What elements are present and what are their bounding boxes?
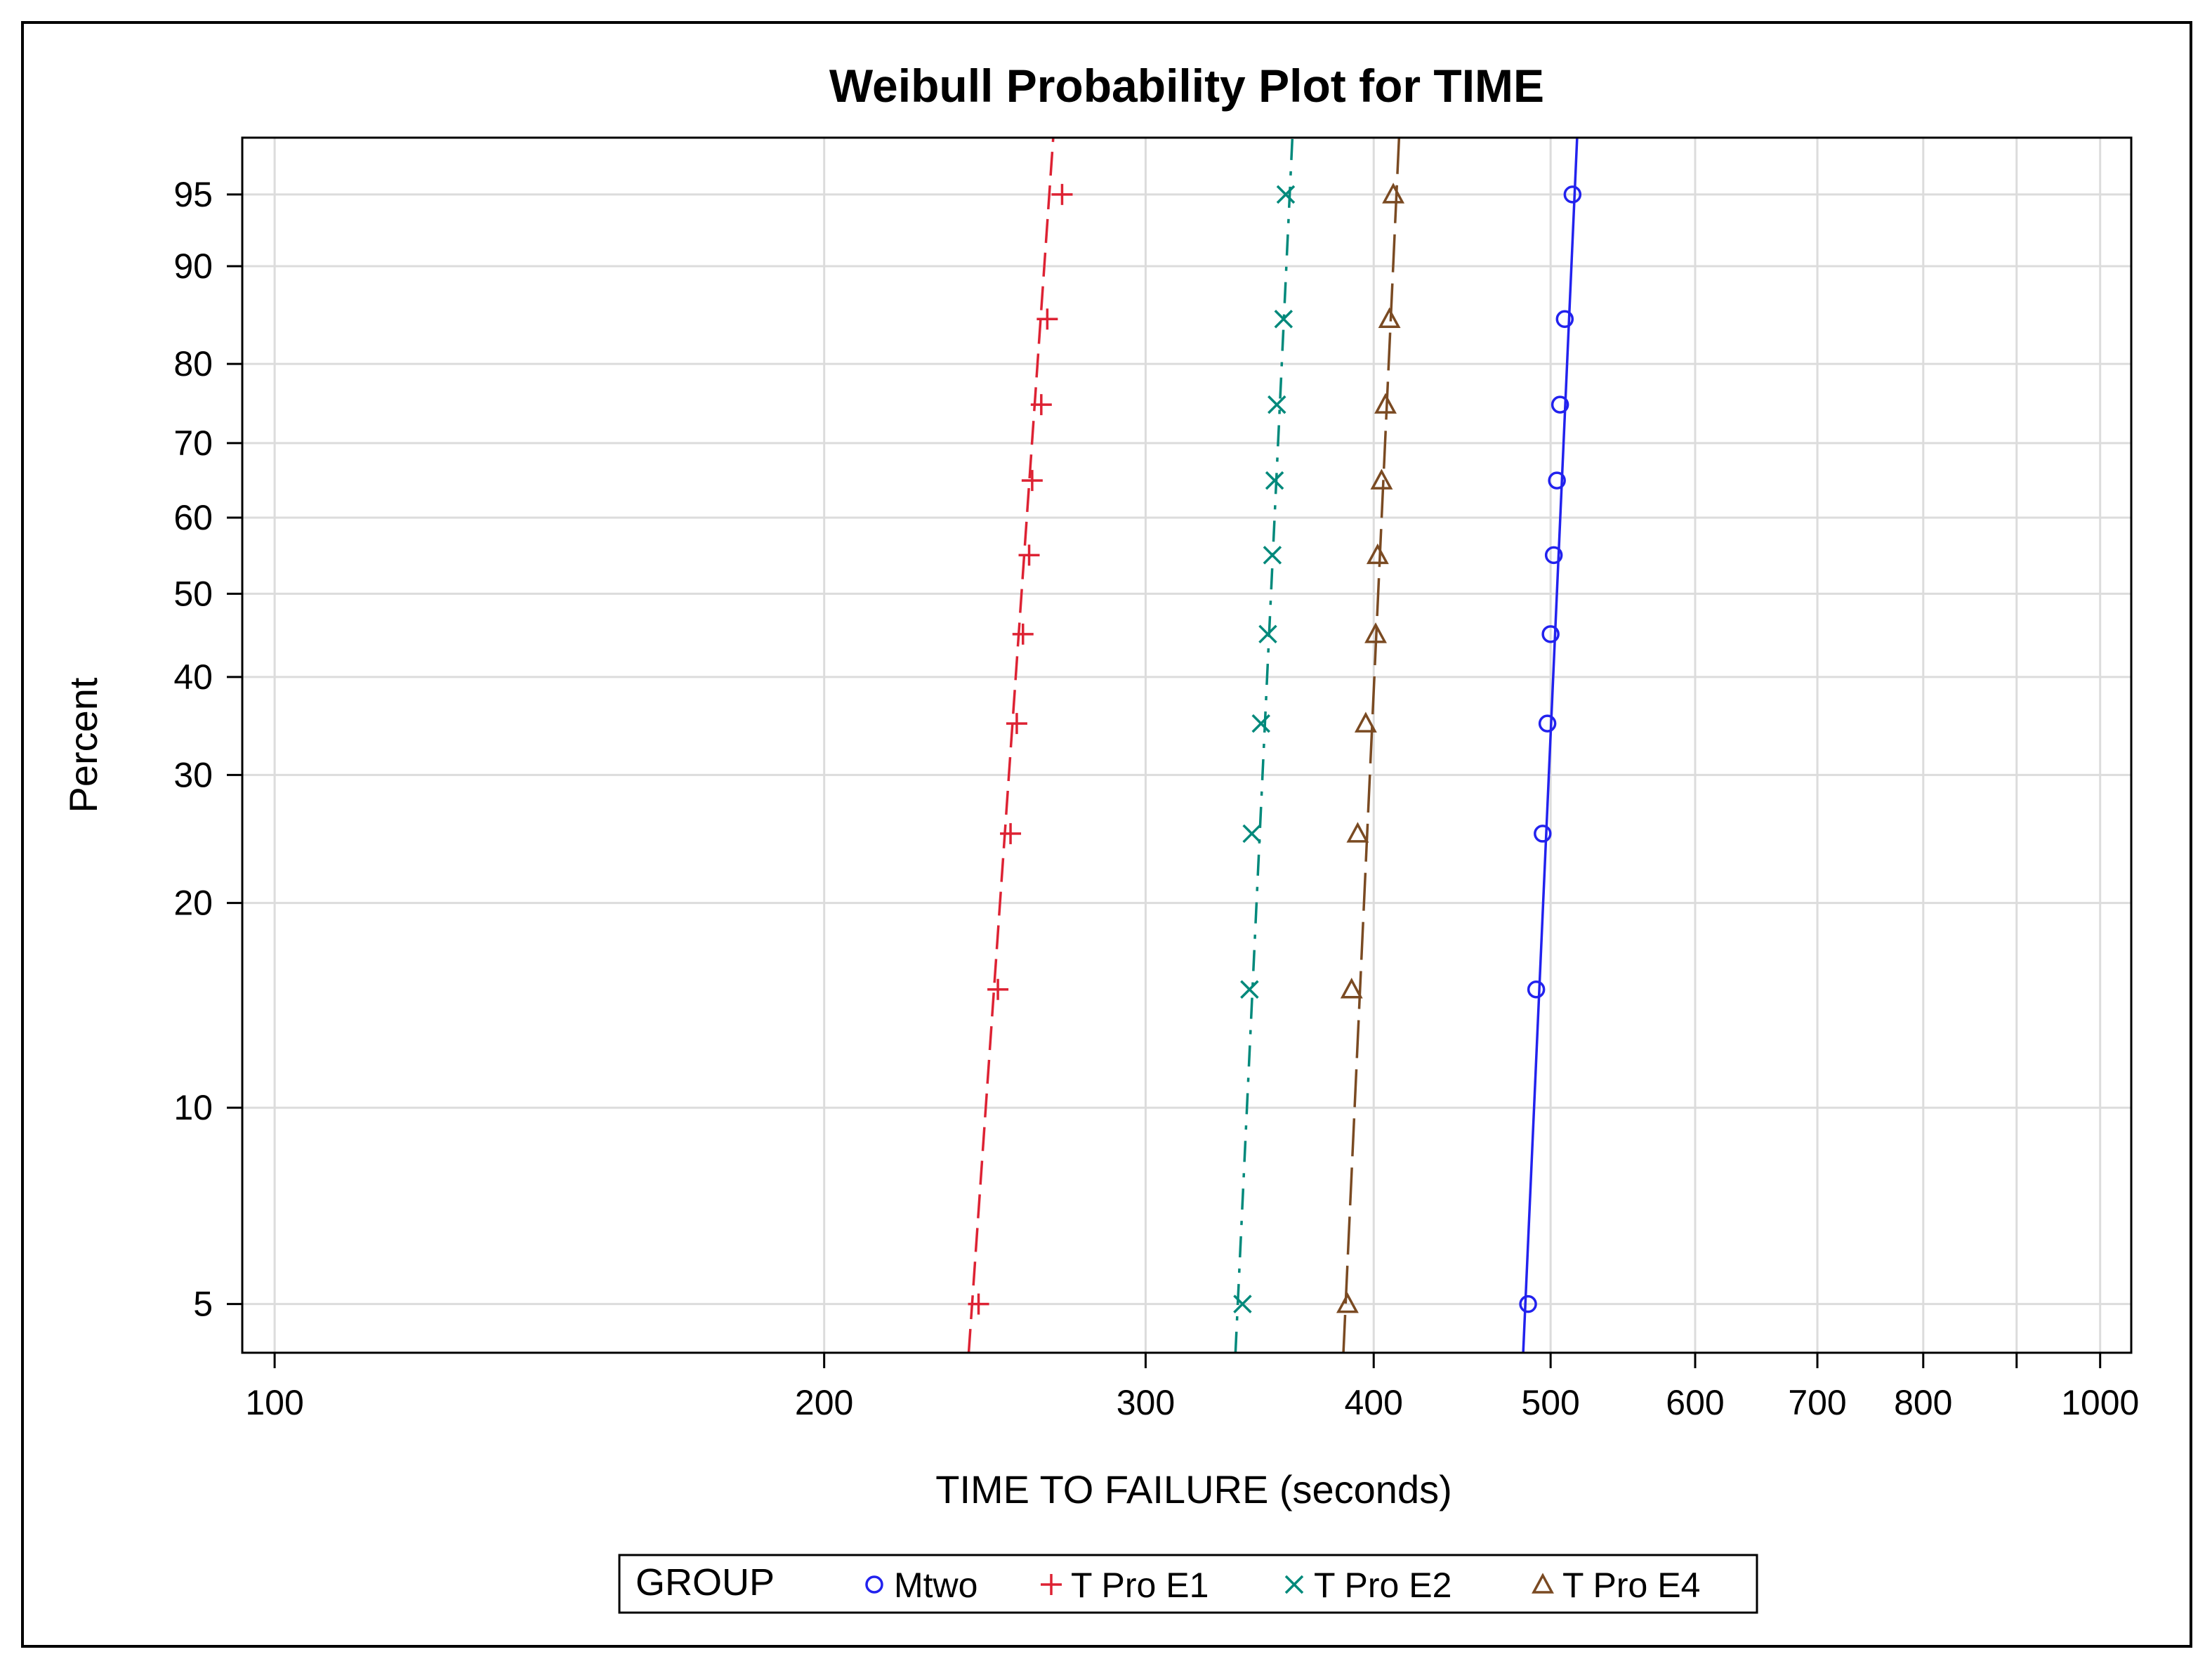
data-markers <box>968 183 1582 1315</box>
legend-title: GROUP <box>636 1561 775 1603</box>
y-tick-label: 10 <box>173 1088 213 1127</box>
data-point-t-pro-e2 <box>1265 471 1284 490</box>
legend-marker-t-pro-e2 <box>1284 1575 1304 1594</box>
y-tick-label: 5 <box>193 1285 213 1324</box>
x-tick-label: 800 <box>1894 1383 1952 1422</box>
data-point-t-pro-e1 <box>1000 822 1022 844</box>
data-point-t-pro-e2 <box>1233 1294 1252 1313</box>
x-axis-label: TIME TO FAILURE (seconds) <box>935 1467 1451 1511</box>
legend: GROUP Mtwo T Pro E1 T Pro E2 T Pro E4 <box>618 1554 1758 1614</box>
data-point-mtwo <box>1563 185 1582 204</box>
figure-border <box>21 21 2192 1648</box>
y-tick-label: 60 <box>173 498 213 537</box>
y-tick-label: 70 <box>173 424 213 463</box>
data-point-t-pro-e2 <box>1263 546 1282 565</box>
legend-label-mtwo: Mtwo <box>894 1566 977 1605</box>
fit-line-t-pro-e1 <box>967 137 1055 1353</box>
legend-label-t-pro-e4: T Pro E4 <box>1562 1566 1700 1605</box>
data-point-t-pro-e2 <box>1276 185 1296 204</box>
data-point-t-pro-e2 <box>1274 310 1293 329</box>
x-tick-label: 500 <box>1521 1383 1579 1422</box>
data-point-t-pro-e1 <box>1012 623 1034 645</box>
y-tick-label: 80 <box>173 344 213 383</box>
data-point-mtwo <box>1527 980 1546 999</box>
legend-label-t-pro-e1: T Pro E1 <box>1071 1566 1209 1605</box>
legend-entries: Mtwo T Pro E1 T Pro E2 T Pro E4 <box>865 1566 1700 1605</box>
data-point-t-pro-e4 <box>1336 1292 1359 1313</box>
data-point-t-pro-e2 <box>1268 395 1286 414</box>
data-point-t-pro-e1 <box>1051 183 1073 205</box>
fit-line-t-pro-e2 <box>1234 137 1294 1353</box>
data-point-mtwo <box>1544 546 1563 565</box>
y-tick-label: 30 <box>173 755 213 794</box>
chart-title: Weibull Probability Plot for TIME <box>829 60 1544 112</box>
x-tick-label: 300 <box>1117 1383 1175 1422</box>
data-point-t-pro-e4 <box>1370 468 1393 490</box>
y-tick-label: 20 <box>173 884 213 923</box>
y-tick-label: 50 <box>173 574 213 613</box>
data-point-t-pro-e1 <box>1036 308 1058 330</box>
data-point-t-pro-e1 <box>968 1293 989 1315</box>
fit-lines <box>967 137 1579 1353</box>
x-tick-label: 100 <box>245 1383 303 1422</box>
x-tick-label: 1000 <box>2061 1383 2139 1422</box>
x-tick-label: 400 <box>1345 1383 1403 1422</box>
data-point-t-pro-e1 <box>1021 470 1043 492</box>
legend-marker-t-pro-e4 <box>1532 1573 1554 1594</box>
x-tick-label: 200 <box>795 1383 853 1422</box>
data-point-mtwo <box>1538 714 1557 733</box>
data-point-t-pro-e4 <box>1340 978 1363 999</box>
data-point-t-pro-e1 <box>1018 544 1040 566</box>
x-tick-label: 700 <box>1788 1383 1846 1422</box>
data-point-t-pro-e2 <box>1258 624 1277 644</box>
x-axis-ticks: 100 200 300 400 500 600 700 800 1000 <box>245 1353 2139 1422</box>
data-point-mtwo <box>1534 825 1552 843</box>
x-tick-label: 600 <box>1666 1383 1724 1422</box>
y-tick-label: 40 <box>173 657 213 697</box>
fit-line-mtwo <box>1522 137 1579 1353</box>
gridlines <box>242 138 2131 1353</box>
data-point-mtwo <box>1541 625 1560 643</box>
data-point-t-pro-e4 <box>1346 822 1369 843</box>
data-point-mtwo <box>1548 471 1566 490</box>
data-point-t-pro-e2 <box>1242 824 1261 844</box>
data-point-t-pro-e4 <box>1364 622 1387 643</box>
data-point-mtwo <box>1551 395 1569 414</box>
legend-marker-mtwo <box>865 1575 883 1594</box>
data-point-mtwo <box>1555 310 1574 329</box>
plot-area-frame <box>241 136 2133 1354</box>
y-axis-ticks: 5 10 20 30 40 50 60 70 80 90 95 <box>173 175 242 1324</box>
data-point-t-pro-e4 <box>1366 543 1389 565</box>
data-point-t-pro-e4 <box>1378 307 1401 329</box>
data-point-t-pro-e4 <box>1374 393 1397 414</box>
y-axis-label: Percent <box>61 677 105 813</box>
data-point-mtwo <box>1519 1294 1537 1313</box>
data-point-t-pro-e2 <box>1251 714 1270 733</box>
legend-label-t-pro-e2: T Pro E2 <box>1314 1566 1451 1605</box>
data-point-t-pro-e1 <box>1030 394 1052 416</box>
legend-marker-t-pro-e1 <box>1041 1574 1062 1595</box>
data-point-t-pro-e4 <box>1382 183 1405 204</box>
y-tick-label: 95 <box>173 175 213 214</box>
data-point-t-pro-e4 <box>1354 711 1377 733</box>
fit-line-t-pro-e4 <box>1342 137 1401 1353</box>
y-tick-label: 90 <box>173 247 213 286</box>
legend-box <box>618 1554 1758 1614</box>
data-point-t-pro-e1 <box>987 978 1009 1000</box>
data-point-t-pro-e2 <box>1240 980 1259 999</box>
data-point-t-pro-e1 <box>1006 713 1027 735</box>
